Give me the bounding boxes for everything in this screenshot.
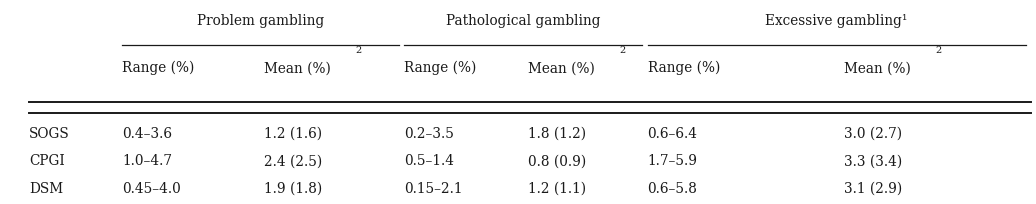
Text: 3.3 (3.4): 3.3 (3.4) [844, 154, 902, 168]
Text: 0.45–4.0: 0.45–4.0 [122, 182, 181, 196]
Text: 0.4–3.6: 0.4–3.6 [122, 127, 172, 141]
Text: SOGS: SOGS [29, 127, 69, 141]
Text: Range (%): Range (%) [122, 61, 195, 75]
Text: 1.9 (1.8): 1.9 (1.8) [264, 182, 322, 196]
Text: CPGI: CPGI [29, 154, 65, 168]
Text: 1.2 (1.6): 1.2 (1.6) [264, 127, 322, 141]
Text: Excessive gambling¹: Excessive gambling¹ [766, 13, 908, 28]
Text: 0.6–5.8: 0.6–5.8 [648, 182, 697, 196]
Text: 1.0–4.7: 1.0–4.7 [122, 154, 172, 168]
Text: 0.5–1.4: 0.5–1.4 [404, 154, 454, 168]
Text: 3.0 (2.7): 3.0 (2.7) [844, 127, 902, 141]
Text: 1.8 (1.2): 1.8 (1.2) [528, 127, 586, 141]
Text: 0.6–6.4: 0.6–6.4 [648, 127, 697, 141]
Text: Range (%): Range (%) [648, 61, 720, 75]
Text: Mean (%): Mean (%) [844, 61, 912, 75]
Text: Problem gambling: Problem gambling [197, 13, 324, 28]
Text: 2: 2 [355, 46, 362, 55]
Text: 1.7–5.9: 1.7–5.9 [648, 154, 697, 168]
Text: 1.2 (1.1): 1.2 (1.1) [528, 182, 586, 196]
Text: Pathological gambling: Pathological gambling [445, 13, 601, 28]
Text: 2: 2 [936, 46, 942, 55]
Text: 3.1 (2.9): 3.1 (2.9) [844, 182, 902, 196]
Text: 0.2–3.5: 0.2–3.5 [404, 127, 454, 141]
Text: Mean (%): Mean (%) [528, 61, 596, 75]
Text: DSM: DSM [29, 182, 63, 196]
Text: 2.4 (2.5): 2.4 (2.5) [264, 154, 322, 168]
Text: 0.15–2.1: 0.15–2.1 [404, 182, 462, 196]
Text: Range (%): Range (%) [404, 61, 477, 75]
Text: Mean (%): Mean (%) [264, 61, 332, 75]
Text: 2: 2 [620, 46, 626, 55]
Text: 0.8 (0.9): 0.8 (0.9) [528, 154, 586, 168]
